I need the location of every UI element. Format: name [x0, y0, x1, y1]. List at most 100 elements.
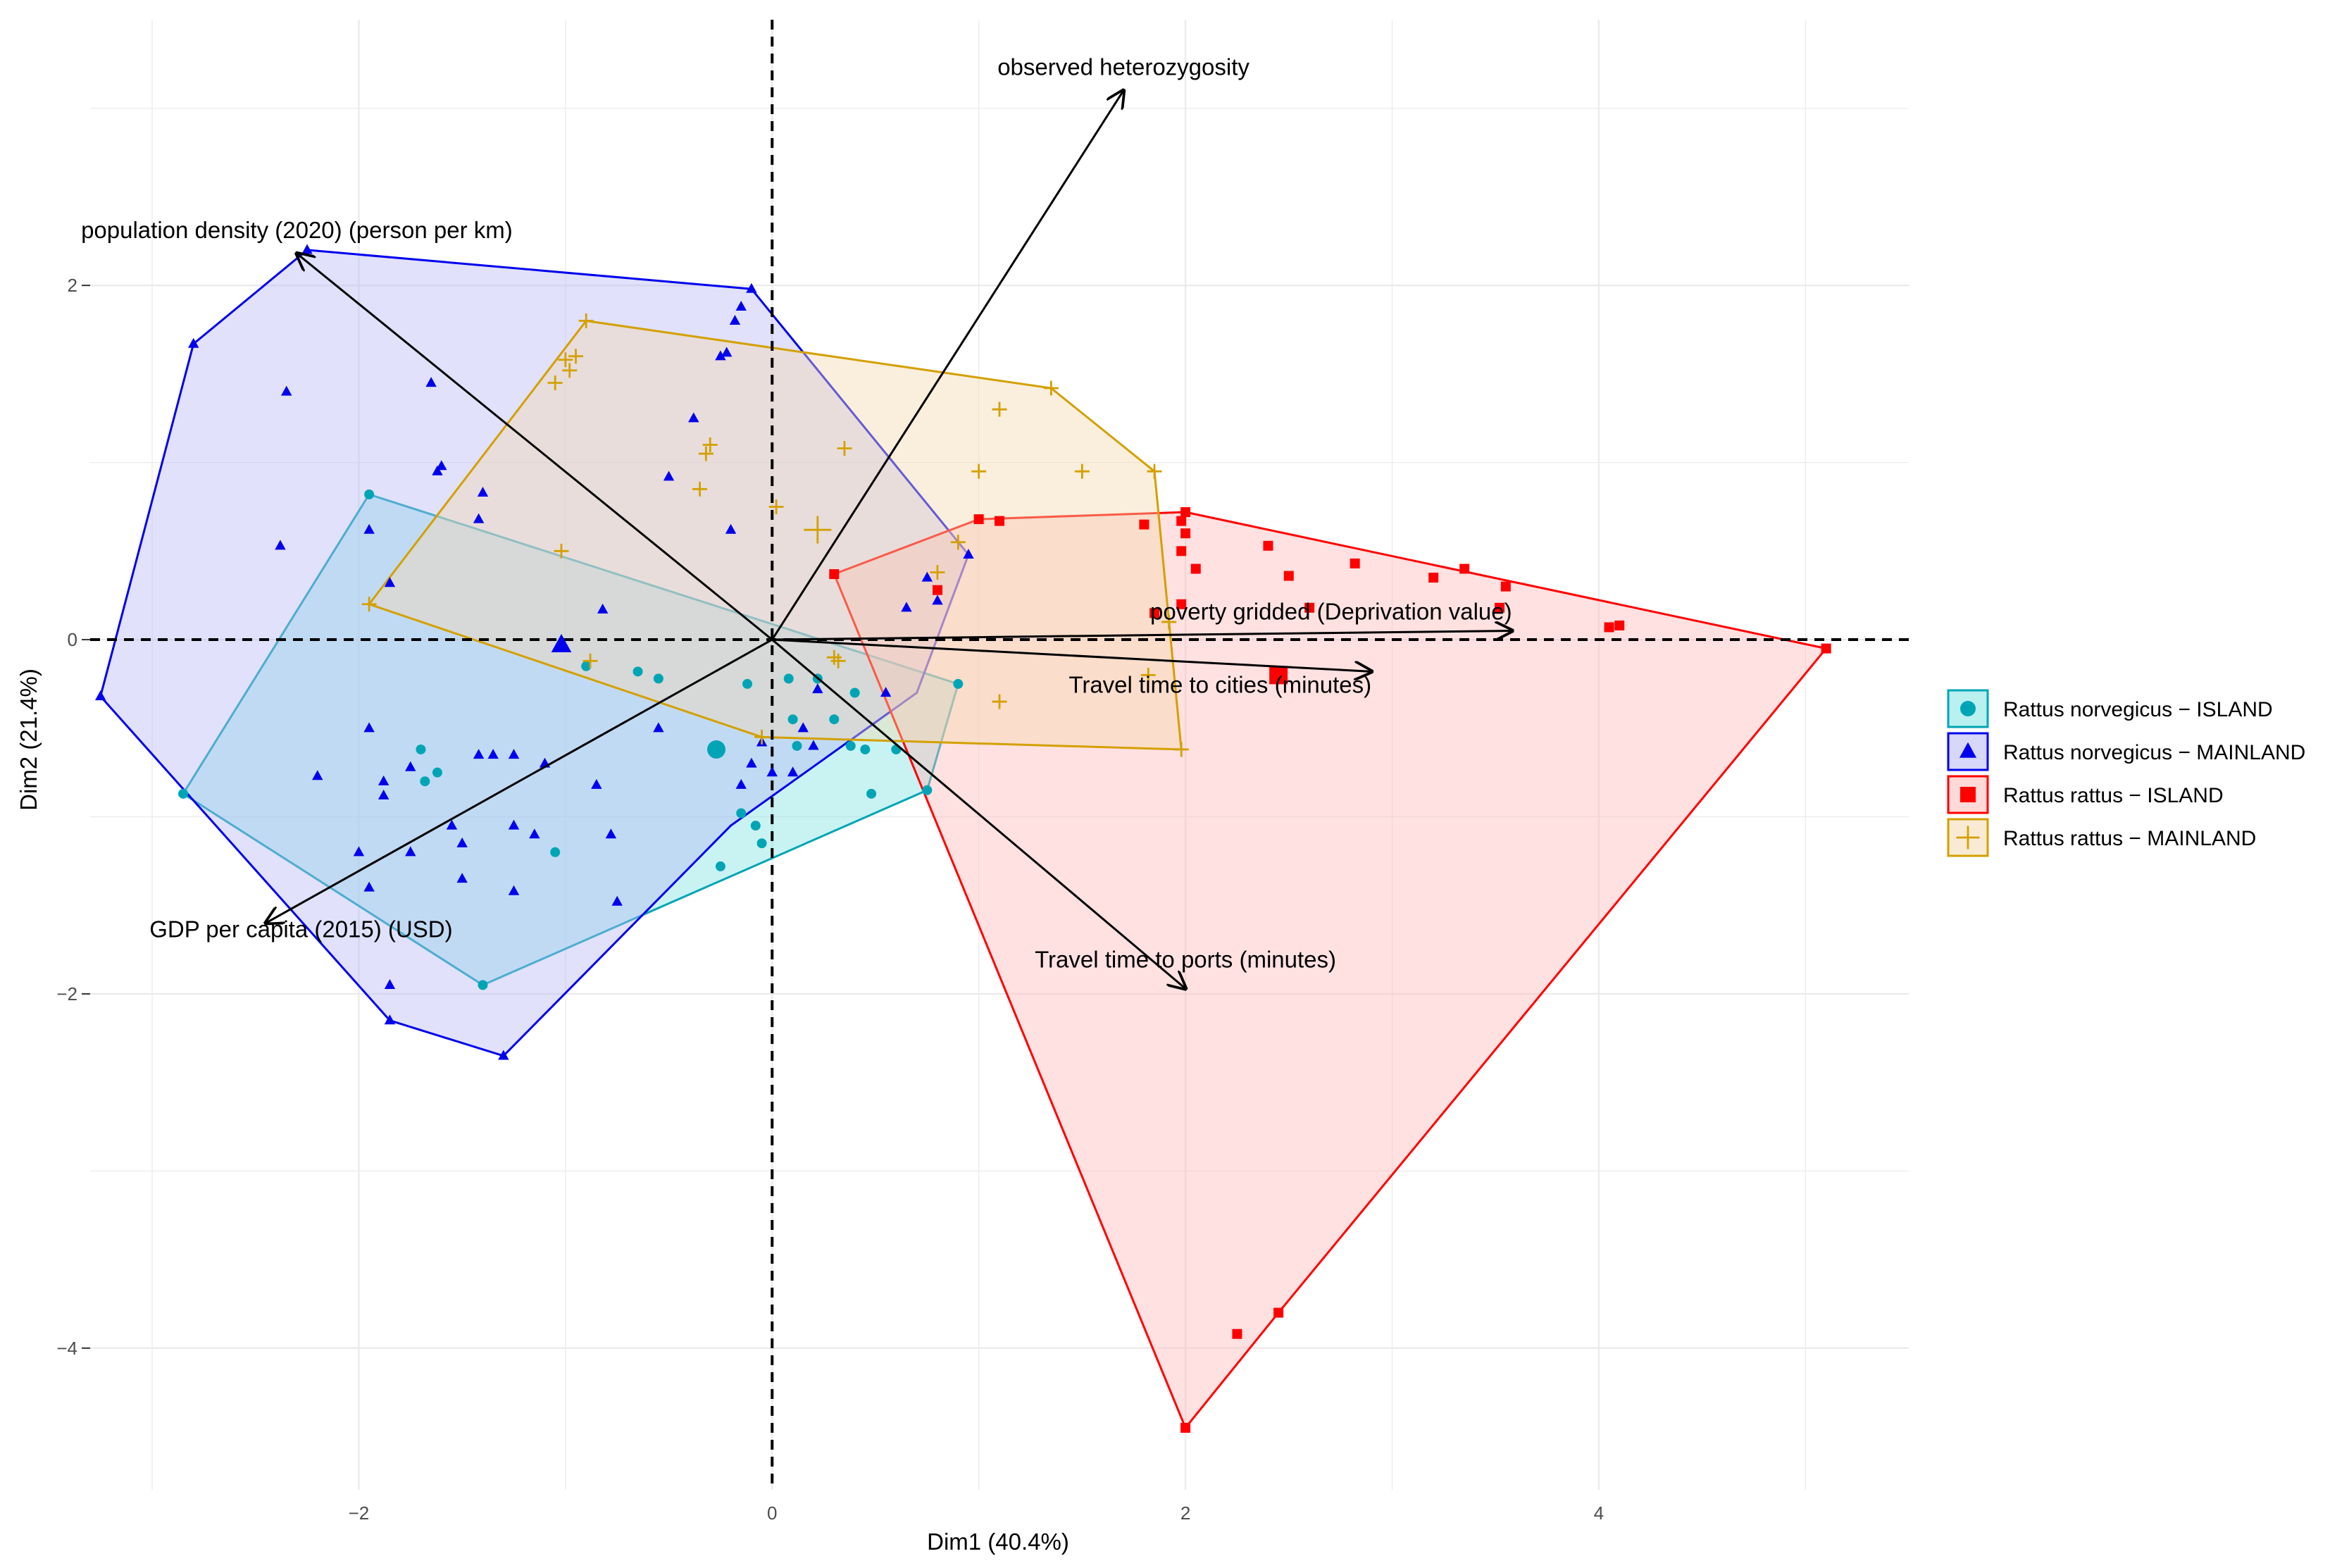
- point-series-3: [1604, 622, 1614, 633]
- arrow-3: [772, 630, 1512, 641]
- point-series-3: [1500, 581, 1511, 592]
- point-series-3: [1180, 507, 1191, 518]
- point-series-2: [932, 595, 943, 605]
- x-tick-label: 4: [1594, 1502, 1604, 1524]
- point-series-4: [554, 543, 569, 559]
- hull-2: [99, 249, 970, 1057]
- point-series-3: [1304, 602, 1315, 613]
- arrow-4: [772, 638, 1371, 671]
- point-series-2: [653, 722, 664, 733]
- point-series-2: [363, 523, 375, 534]
- legend-symbol-3: [1960, 787, 1976, 802]
- point-series-2: [473, 749, 485, 759]
- grid: [90, 20, 1909, 1490]
- point-series-1: [432, 767, 442, 778]
- y-tick-label: −2: [56, 983, 77, 1004]
- point-series-2: [363, 722, 375, 733]
- point-series-2: [384, 577, 396, 587]
- legend-label-1: Rattus norvegicus − ISLAND: [2003, 698, 2273, 721]
- point-series-1: [581, 661, 592, 671]
- point-series-2: [425, 377, 437, 387]
- variable-label-2: population density (2020) (person per km…: [81, 217, 513, 243]
- point-series-1: [953, 678, 964, 689]
- point-series-2: [363, 881, 375, 892]
- point-series-2: [188, 337, 199, 348]
- point-series-2: [498, 1050, 509, 1060]
- arrow-1: [771, 91, 1123, 640]
- point-series-1: [550, 847, 561, 857]
- point-series-1: [416, 744, 426, 754]
- point-series-4: [702, 437, 718, 452]
- point-series-4: [992, 402, 1007, 417]
- point-series-1: [633, 666, 643, 677]
- x-tick-label: 2: [1180, 1502, 1190, 1524]
- point-series-2: [735, 300, 747, 311]
- point-series-2: [611, 895, 623, 906]
- legend-symbol-4: [1956, 826, 1980, 850]
- point-series-4: [568, 349, 584, 364]
- point-series-1: [849, 687, 860, 698]
- y-axis-title: Dim2 (21.4%): [15, 668, 42, 811]
- point-series-4: [930, 565, 945, 580]
- point-series-1: [420, 776, 430, 787]
- point-series-1: [736, 808, 747, 819]
- point-series-4: [547, 375, 563, 390]
- point-series-3: [1190, 564, 1201, 574]
- point-series-2: [378, 789, 390, 799]
- point-series-2: [725, 523, 737, 534]
- point-series-2: [94, 690, 106, 701]
- point-series-2: [446, 819, 458, 830]
- point-series-4: [971, 463, 987, 479]
- point-series-4: [698, 446, 714, 461]
- point-series-3: [1283, 571, 1294, 581]
- point-series-2: [281, 385, 292, 396]
- point-series-2: [880, 687, 892, 697]
- point-series-2: [378, 775, 390, 785]
- point-series-3: [1273, 1307, 1284, 1318]
- point-series-1: [922, 785, 933, 795]
- point-series-2: [432, 465, 443, 475]
- point-series-2: [597, 603, 609, 614]
- point-series-3: [1180, 1422, 1191, 1433]
- point-series-4: [558, 352, 573, 368]
- variable-arrows: observed heterozygosity population densit…: [81, 54, 1512, 989]
- point-series-4: [754, 729, 770, 745]
- point-series-2: [436, 460, 447, 471]
- point-series-1: [845, 740, 856, 751]
- point-series-2: [312, 770, 323, 780]
- point-series-3: [1176, 516, 1187, 526]
- point-series-2: [766, 766, 778, 777]
- variable-label-4: Travel time to cities (minutes): [1068, 671, 1371, 697]
- point-series-3: [1263, 540, 1273, 551]
- legend: Rattus norvegicus − ISLAND Rattus norvegi…: [1947, 689, 2305, 857]
- point-series-2: [477, 486, 489, 497]
- point-series-2: [663, 471, 675, 481]
- legend-symbol-1: [1960, 701, 1976, 716]
- variable-label-3: poverty gridded (Deprivation value): [1150, 598, 1512, 624]
- point-series-4: [1043, 380, 1059, 396]
- centroid-series-2: [551, 634, 572, 653]
- point-series-4: [361, 597, 377, 612]
- point-series-1: [750, 821, 761, 831]
- point-series-2: [473, 513, 485, 523]
- point-series-2: [384, 1014, 396, 1025]
- reference-lines: [90, 20, 1909, 1490]
- point-series-4: [562, 363, 578, 378]
- point-series-2: [901, 602, 912, 612]
- point-series-2: [456, 837, 468, 847]
- variable-label-1: observed heterozygosity: [997, 54, 1250, 80]
- point-series-4: [768, 499, 784, 514]
- y-tick-label: −4: [56, 1338, 77, 1359]
- point-series-3: [1350, 558, 1360, 568]
- point-series-2: [746, 757, 757, 768]
- point-series-4: [1074, 463, 1090, 479]
- variable-label-5: Travel time to ports (minutes): [1035, 946, 1336, 972]
- point-series-1: [866, 788, 877, 799]
- point-series-2: [508, 885, 520, 895]
- centroid-series-4: [804, 516, 832, 544]
- x-tick-label: 0: [767, 1502, 777, 1524]
- legend-label-3: Rattus rattus − ISLAND: [2003, 784, 2224, 807]
- point-series-1: [792, 740, 802, 751]
- y-tick-label: 0: [68, 629, 77, 650]
